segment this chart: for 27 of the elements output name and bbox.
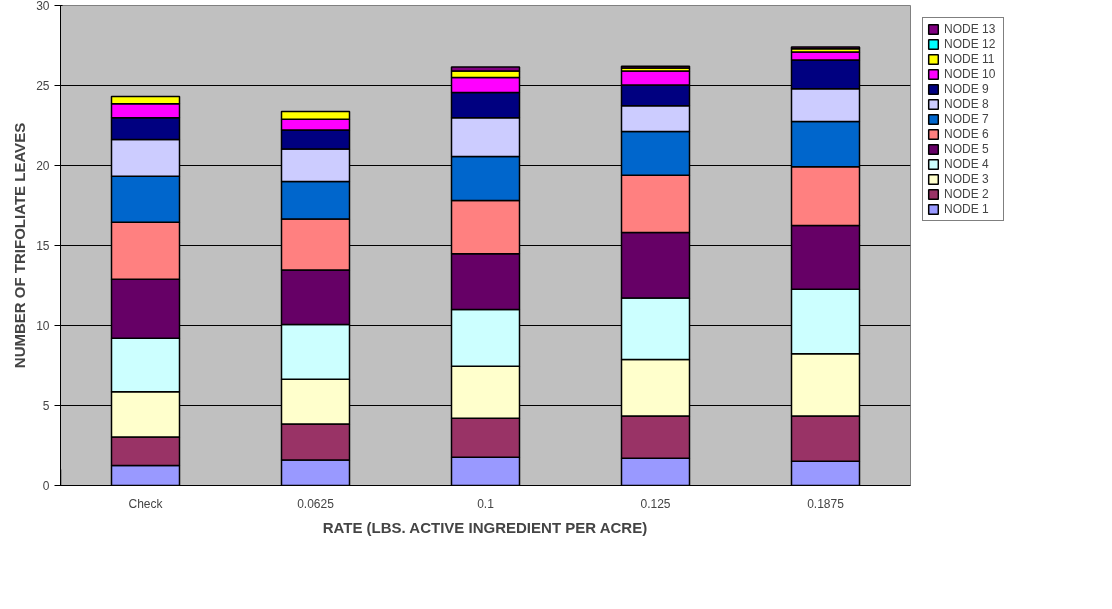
legend-label: NODE 3: [944, 172, 990, 186]
y-tick-label: 15: [36, 239, 50, 253]
y-tick-label: 30: [36, 0, 50, 13]
x-tick-label: 0.0625: [297, 496, 335, 511]
legend-label: NODE 5: [944, 142, 990, 156]
y-tick-label: 5: [42, 399, 50, 413]
legend-label: NODE 8: [944, 97, 990, 111]
legend-label: NODE 10: [944, 67, 997, 81]
x-axis-title: RATE (LBS. ACTIVE INGREDIENT PER ACRE): [322, 518, 648, 536]
legend-label: NODE 7: [944, 112, 990, 126]
legend-label: NODE 12: [944, 37, 997, 51]
legend-label: NODE 13: [944, 22, 997, 36]
x-tick-label: 0.1: [477, 496, 495, 511]
y-tick-label: 10: [36, 319, 50, 333]
legend-label: NODE 6: [944, 127, 990, 141]
legend-label: NODE 4: [944, 157, 990, 171]
y-axis-title: NUMBER OF TRIFOLIATE LEAVES: [11, 122, 29, 369]
legend-label: NODE 9: [944, 82, 990, 96]
y-tick-label: 25: [36, 79, 50, 93]
x-tick-label: 0.1875: [807, 496, 845, 511]
x-tick-label: Check: [128, 496, 164, 511]
x-tick-label: 0.125: [640, 496, 671, 511]
legend-label: NODE 2: [944, 187, 990, 201]
legend-label: NODE 11: [944, 52, 996, 66]
legend-label: NODE 1: [944, 202, 990, 216]
y-tick-label: 20: [36, 159, 50, 173]
y-tick-label: 0: [42, 479, 50, 493]
